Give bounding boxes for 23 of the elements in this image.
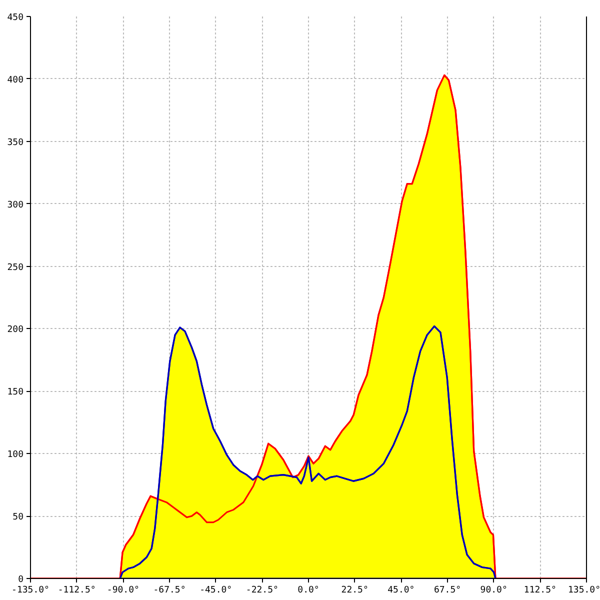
y-tick-label: 0: [18, 575, 24, 585]
x-tick-label: -22.5°: [246, 586, 278, 596]
x-tick-label: 0.0°: [298, 586, 320, 596]
x-tick-label: -112.5°: [58, 586, 96, 596]
x-tick-label: 67.5°: [434, 586, 462, 596]
x-tick-label: 22.5°: [341, 586, 368, 596]
y-tick-label: 350: [7, 138, 24, 148]
x-tick-label: 135.0°: [568, 586, 600, 596]
x-tick-label: -135.0°: [12, 586, 50, 596]
x-tick-label: 45.0°: [388, 586, 415, 596]
y-tick-label: 250: [7, 262, 24, 273]
y-tick-label: 300: [7, 200, 24, 210]
y-tick-label: 200: [7, 325, 24, 336]
x-tick-label: -45.0°: [200, 586, 232, 596]
y-tick-label: 150: [7, 388, 24, 398]
x-tick-label: -67.5°: [153, 586, 186, 596]
y-tick-label: 400: [7, 75, 24, 86]
y-tick-label: 50: [12, 512, 24, 523]
y-tick-label: 100: [7, 450, 24, 460]
x-tick-label: 112.5°: [524, 586, 556, 596]
y-tick-label: 450: [7, 13, 24, 23]
x-tick-label: 90.0°: [480, 586, 508, 596]
x-tick-label: -90.0°: [106, 586, 140, 596]
